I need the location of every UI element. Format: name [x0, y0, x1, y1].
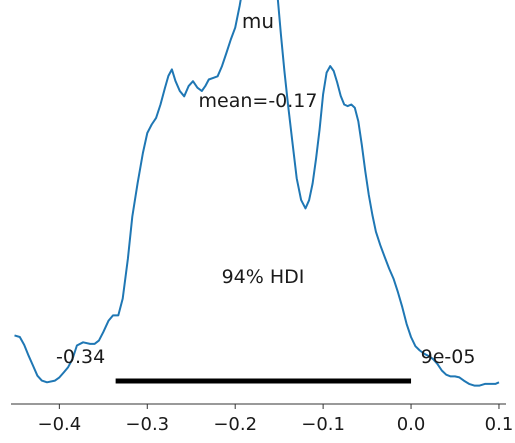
x-axis-ticks: −0.4 −0.3 −0.2 −0.1 0.0 0.1: [37, 404, 513, 435]
mean-annotation: mean=-0.17: [199, 90, 318, 112]
x-tick-label: −0.4: [37, 414, 81, 435]
x-tick-label: 0.1: [485, 414, 514, 435]
posterior-density-line: [14, 0, 500, 387]
x-tick-label: −0.3: [125, 414, 169, 435]
hdi-lower-label: -0.34: [56, 346, 105, 368]
hdi-annotation: 94% HDI: [222, 266, 305, 288]
x-tick-label: 0.0: [397, 414, 426, 435]
x-tick-label: −0.2: [213, 414, 257, 435]
chart-title: mu: [242, 9, 274, 33]
x-tick-label: −0.1: [301, 414, 345, 435]
hdi-upper-label: 9e-05: [421, 346, 476, 368]
